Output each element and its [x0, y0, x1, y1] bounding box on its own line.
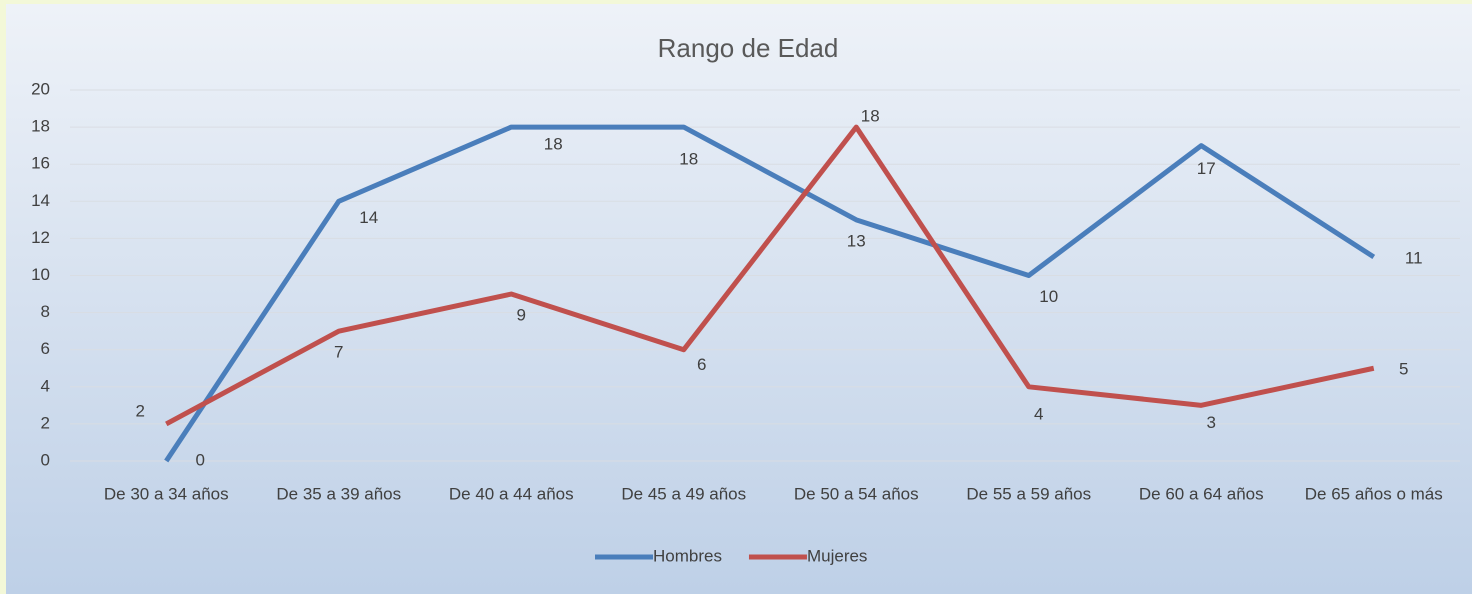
y-tick-label: 20 [31, 79, 50, 98]
data-label: 2 [136, 401, 145, 420]
data-label: 17 [1197, 159, 1216, 178]
data-label: 13 [847, 231, 866, 250]
data-label: 4 [1034, 404, 1043, 423]
x-tick-label: De 50 a 54 años [794, 484, 919, 503]
y-tick-label: 16 [31, 154, 50, 173]
data-label: 18 [861, 107, 880, 126]
y-tick-label: 2 [41, 413, 50, 432]
data-label: 14 [359, 208, 378, 227]
y-tick-label: 18 [31, 117, 50, 136]
data-label: 0 [196, 450, 205, 469]
y-tick-label: 14 [31, 191, 50, 210]
x-tick-label: De 30 a 34 años [104, 484, 229, 503]
y-tick-label: 10 [31, 265, 50, 284]
series-line [165, 124, 1375, 427]
chart-background [6, 4, 1472, 594]
y-tick-label: 8 [41, 302, 50, 321]
x-tick-label: De 35 a 39 años [276, 484, 401, 503]
data-label: 7 [334, 343, 343, 362]
legend-label: Hombres [653, 546, 722, 565]
x-tick-label: De 40 a 44 años [449, 484, 574, 503]
x-tick-label: De 65 años o más [1305, 484, 1443, 503]
data-label: 18 [544, 135, 563, 154]
legend-label: Mujeres [807, 546, 867, 565]
data-label: 10 [1039, 287, 1058, 306]
y-tick-label: 4 [41, 376, 50, 395]
series-line [164, 124, 1376, 463]
y-tick-label: 0 [41, 450, 50, 469]
data-label: 3 [1207, 413, 1216, 432]
data-label: 18 [679, 150, 698, 169]
x-tick-label: De 60 a 64 años [1139, 484, 1264, 503]
data-label: 11 [1405, 248, 1423, 267]
x-tick-label: De 55 a 59 años [966, 484, 1091, 503]
y-tick-label: 6 [41, 339, 50, 358]
y-tick-label: 12 [31, 228, 50, 247]
x-tick-label: De 45 a 49 años [621, 484, 746, 503]
data-label: 5 [1399, 360, 1408, 379]
chart-title: Rango de Edad [658, 33, 839, 63]
data-label: 9 [517, 306, 526, 325]
data-label: 6 [697, 355, 706, 374]
